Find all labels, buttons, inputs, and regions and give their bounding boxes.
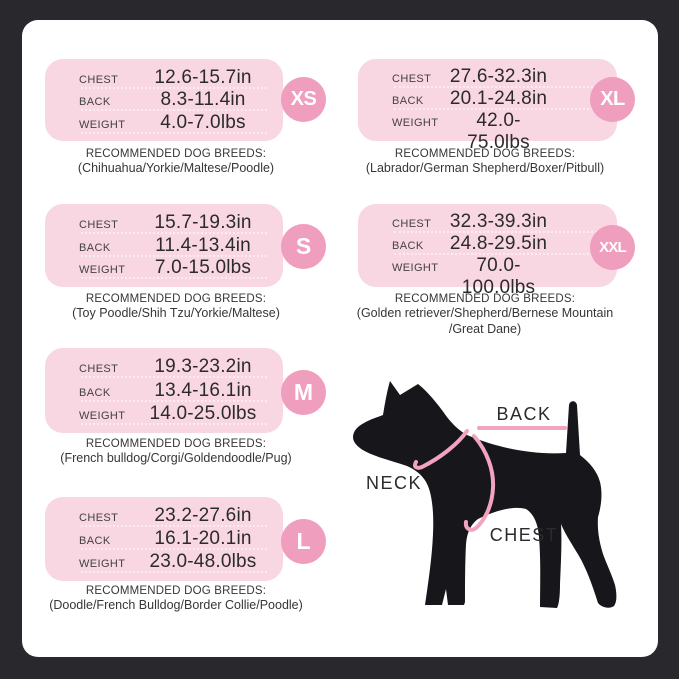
size-card-s: CHEST 15.7-19.3in BACK 11.4-13.4in WEIGH… <box>45 204 283 287</box>
back-label: BACK <box>392 95 424 107</box>
back-row: BACK 13.4-16.1in <box>79 380 271 402</box>
back-label: BACK <box>392 240 424 252</box>
chest-value: 12.6-15.7in <box>154 66 252 88</box>
breeds-list: (Chihuahua/Yorkie/Maltese/Poodle) <box>77 161 275 176</box>
back-value: 8.3-11.4in <box>160 89 246 110</box>
back-value: 20.1-24.8in <box>449 88 548 109</box>
breeds-heading: RECOMMENDED DOG BREEDS: <box>85 293 267 305</box>
weight-row: WEIGHT 7.0-15.0lbs <box>79 257 271 280</box>
weight-label: WEIGHT <box>79 558 126 570</box>
breeds-list: (French bulldog/Corgi/Goldendoodle/Pug) <box>60 451 292 466</box>
breeds-block-xxl: RECOMMENDED DOG BREEDS: (Golden retrieve… <box>340 292 630 338</box>
weight-label: WEIGHT <box>79 264 126 277</box>
chest-value: 19.3-23.2in <box>154 356 252 378</box>
breeds-list: (Golden retriever/Shepherd/Bernese Mount… <box>356 306 614 336</box>
weight-value: 4.0-7.0lbs <box>160 111 246 133</box>
chest-row: CHEST 12.6-15.7in <box>79 67 271 89</box>
breeds-heading: RECOMMENDED DOG BREEDS: <box>85 438 267 450</box>
size-card-xl: CHEST 27.6-32.3in BACK 20.1-24.8in WEIGH… <box>358 59 617 154</box>
harness-chest-strap <box>463 434 496 532</box>
chest-row: CHEST 23.2-27.6in <box>79 505 271 527</box>
breeds-block-m: RECOMMENDED DOG BREEDS: (French bulldog/… <box>36 437 316 467</box>
back-row: BACK 24.8-29.5in <box>392 233 605 255</box>
size-badge-xs: XS <box>281 77 326 122</box>
chest-row: CHEST 15.7-19.3in <box>79 212 271 234</box>
chest-value: 27.6-32.3in <box>449 66 548 87</box>
weight-row: WEIGHT 23.0-48.0lbs <box>79 551 271 573</box>
chest-measure-label: CHEST <box>489 525 559 545</box>
weight-row: WEIGHT 14.0-25.0lbs <box>79 403 271 425</box>
breeds-list: (Toy Poodle/Shih Tzu/Yorkie/Maltese) <box>72 306 280 321</box>
back-row: BACK 8.3-11.4in <box>79 89 271 111</box>
chest-label: CHEST <box>79 363 119 376</box>
back-row: BACK 16.1-20.1in <box>79 528 271 550</box>
chest-label: CHEST <box>79 73 119 86</box>
back-row: BACK 11.4-13.4in <box>79 235 271 257</box>
chest-label: CHEST <box>79 512 119 524</box>
chest-value: 32.3-39.3in <box>449 211 548 232</box>
breeds-list: (Labrador/German Shepherd/Boxer/Pitbull) <box>365 161 605 176</box>
back-label: BACK <box>79 96 111 108</box>
back-value: 11.4-13.4in <box>155 234 251 256</box>
weight-label: WEIGHT <box>79 409 126 422</box>
weight-label: WEIGHT <box>392 117 439 129</box>
dog-silhouette <box>353 381 617 608</box>
size-card-xxl: CHEST 32.3-39.3in BACK 24.8-29.5in WEIGH… <box>358 204 617 299</box>
weight-value: 42.0-75.0lbs <box>467 110 530 153</box>
size-badge-s: S <box>281 224 326 269</box>
size-badge-l: L <box>281 519 326 564</box>
breeds-list: (Doodle/French Bulldog/Border Collie/Poo… <box>49 598 303 613</box>
weight-label: WEIGHT <box>79 118 126 131</box>
harness-neck-strap <box>412 429 469 470</box>
size-card-m: CHEST 19.3-23.2in BACK 13.4-16.1in WEIGH… <box>45 348 283 433</box>
breeds-block-l: RECOMMENDED DOG BREEDS: (Doodle/French B… <box>36 584 316 614</box>
size-badge-xl: XL <box>590 77 635 122</box>
dog-silhouette-diagram <box>353 381 617 608</box>
breeds-heading: RECOMMENDED DOG BREEDS: <box>85 585 267 597</box>
back-label: BACK <box>79 535 111 547</box>
weight-value: 70.0-100.0lbs <box>461 255 536 298</box>
chest-label: CHEST <box>79 218 119 231</box>
back-row: BACK 20.1-24.8in <box>392 88 605 110</box>
chest-value: 15.7-19.3in <box>154 211 252 233</box>
weight-row: WEIGHT 70.0-100.0lbs <box>392 255 605 299</box>
weight-row: WEIGHT 4.0-7.0lbs <box>79 112 271 134</box>
chest-value: 23.2-27.6in <box>154 505 252 526</box>
weight-value: 14.0-25.0lbs <box>149 402 257 424</box>
breeds-heading: RECOMMENDED DOG BREEDS: <box>394 293 576 305</box>
size-card-xs: CHEST 12.6-15.7in BACK 8.3-11.4in WEIGHT… <box>45 59 283 141</box>
weight-value: 23.0-48.0lbs <box>149 551 257 572</box>
chest-label: CHEST <box>392 73 432 85</box>
breeds-block-xl: RECOMMENDED DOG BREEDS: (Labrador/German… <box>340 147 630 177</box>
size-card-l: CHEST 23.2-27.6in BACK 16.1-20.1in WEIGH… <box>45 497 283 581</box>
weight-row: WEIGHT 42.0-75.0lbs <box>392 110 605 154</box>
back-measure-label: BACK <box>496 404 552 424</box>
breeds-heading: RECOMMENDED DOG BREEDS: <box>394 148 576 160</box>
breeds-heading: RECOMMENDED DOG BREEDS: <box>85 148 267 160</box>
back-label: BACK <box>79 241 111 254</box>
chest-row: CHEST 27.6-32.3in <box>392 66 605 88</box>
size-badge-xxl: XXL <box>590 225 635 270</box>
neck-measure-label: NECK <box>365 473 422 493</box>
breeds-block-xs: RECOMMENDED DOG BREEDS: (Chihuahua/Yorki… <box>36 147 316 177</box>
back-measure-line <box>477 426 567 430</box>
chest-label: CHEST <box>392 218 432 230</box>
weight-label: WEIGHT <box>392 262 439 274</box>
size-badge-m: M <box>281 370 326 415</box>
breeds-block-s: RECOMMENDED DOG BREEDS: (Toy Poodle/Shih… <box>36 292 316 322</box>
back-value: 13.4-16.1in <box>154 379 252 401</box>
back-label: BACK <box>79 386 111 399</box>
back-value: 16.1-20.1in <box>154 528 252 549</box>
chest-row: CHEST 32.3-39.3in <box>392 211 605 233</box>
back-value: 24.8-29.5in <box>449 233 548 254</box>
chest-row: CHEST 19.3-23.2in <box>79 356 271 379</box>
weight-value: 7.0-15.0lbs <box>154 257 252 279</box>
